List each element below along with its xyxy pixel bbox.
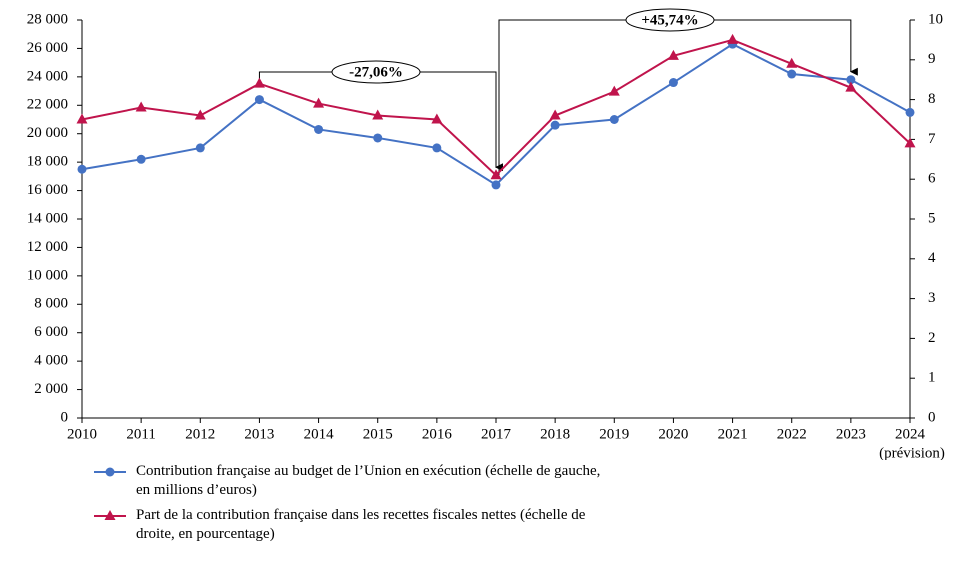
point [314,124,324,134]
y-tick-label: 10 000 [27,267,68,283]
y-tick-label: 8 000 [34,296,68,312]
annotation-box [331,60,421,84]
legend-marker [105,467,115,477]
chart: 0 2 000 4 000 6 000 8 000 10 000 12 000 14 000 1… [27,8,945,460]
y2-tick-label: 5 [928,210,936,226]
point [787,69,797,79]
y2-tick-label: 6 [928,171,936,187]
annotation: +45,74% [641,12,698,28]
x-tick-label: 2011 [126,426,155,442]
x-tick-label: 2024 [895,426,926,442]
x-tick-label: 2018 [540,426,570,442]
y2-tick-label: 2 [928,330,936,346]
x-tick-label: 2013 [244,426,274,442]
point [194,109,206,120]
annotation-box [625,8,715,32]
y-tick-label: 22 000 [27,97,68,113]
y2-tick-label: 9 [928,51,936,67]
point [195,143,205,153]
point [431,113,443,124]
y-tick-label: 2 000 [34,381,68,397]
legend-marker [104,510,116,520]
y2-tick-label: 10 [928,11,943,27]
y2-tick-label: 8 [928,91,936,107]
bracket [258,71,503,172]
point [253,77,265,88]
point [432,143,442,153]
point [549,109,561,120]
annotation: -27,06% [349,64,403,80]
point [608,85,620,96]
y-tick-label: 16 000 [27,182,68,198]
y-tick-label: 4 000 [34,353,68,369]
legend-item: Part de la contribution française dans l… [92,506,616,544]
y-tick-label: 28 000 [27,11,68,27]
point [668,78,678,88]
point [373,133,383,143]
point [609,115,619,124]
x-tick-label: 2017 [481,426,512,442]
x-tick-label: 2015 [363,426,393,442]
y-tick-label: 20 000 [27,125,68,141]
y2-tick-label: 0 [928,409,936,425]
legend-swatch [94,467,126,477]
y-tick-label: 24 000 [27,68,68,84]
y-tick-label: 12 000 [27,239,68,255]
point [313,97,325,108]
point [845,81,857,92]
point [135,101,147,112]
point [254,95,264,105]
legend-label: Contribution française au budget de l’Un… [136,463,601,498]
x-tick-label: 2020 [658,426,688,442]
x-tick-label: 2022 [777,426,807,442]
y2-tick-label: 1 [928,370,936,386]
x-tick-label: 2023 [836,426,866,442]
point [491,180,501,190]
legend-swatch [94,510,126,520]
x-tick-label: 2010 [67,426,97,442]
point [77,164,87,174]
legend: Contribution française au budget de l’Un… [92,462,616,550]
y-tick-label: 0 [61,409,69,425]
point [372,109,384,120]
x-tick-label: 2012 [185,426,215,442]
bracket [498,19,858,175]
x-tick-label: 2021 [718,426,748,442]
y2-tick-label: 4 [928,250,936,266]
point [904,137,916,148]
legend-label: Part de la contribution française dans l… [136,507,586,542]
point [76,113,88,124]
y-tick-label: 26 000 [27,40,68,56]
point [490,169,502,180]
point [550,120,560,130]
legend-item: Contribution française au budget de l’Un… [92,462,616,500]
y2-tick-label: 7 [928,131,936,147]
point [727,33,739,44]
point [786,57,798,68]
point [846,75,856,85]
y-tick-label: 14 000 [27,210,68,226]
point [905,107,915,117]
x-tick-label: 2019 [599,426,629,442]
y-tick-label: 18 000 [27,154,68,170]
y-tick-label: 6 000 [34,324,68,340]
y2-tick-label: 3 [928,290,936,306]
point [667,49,679,60]
point [136,154,146,164]
x-note: (prévision) [879,445,945,460]
x-tick-label: 2014 [304,426,335,442]
x-tick-label: 2016 [422,426,453,442]
